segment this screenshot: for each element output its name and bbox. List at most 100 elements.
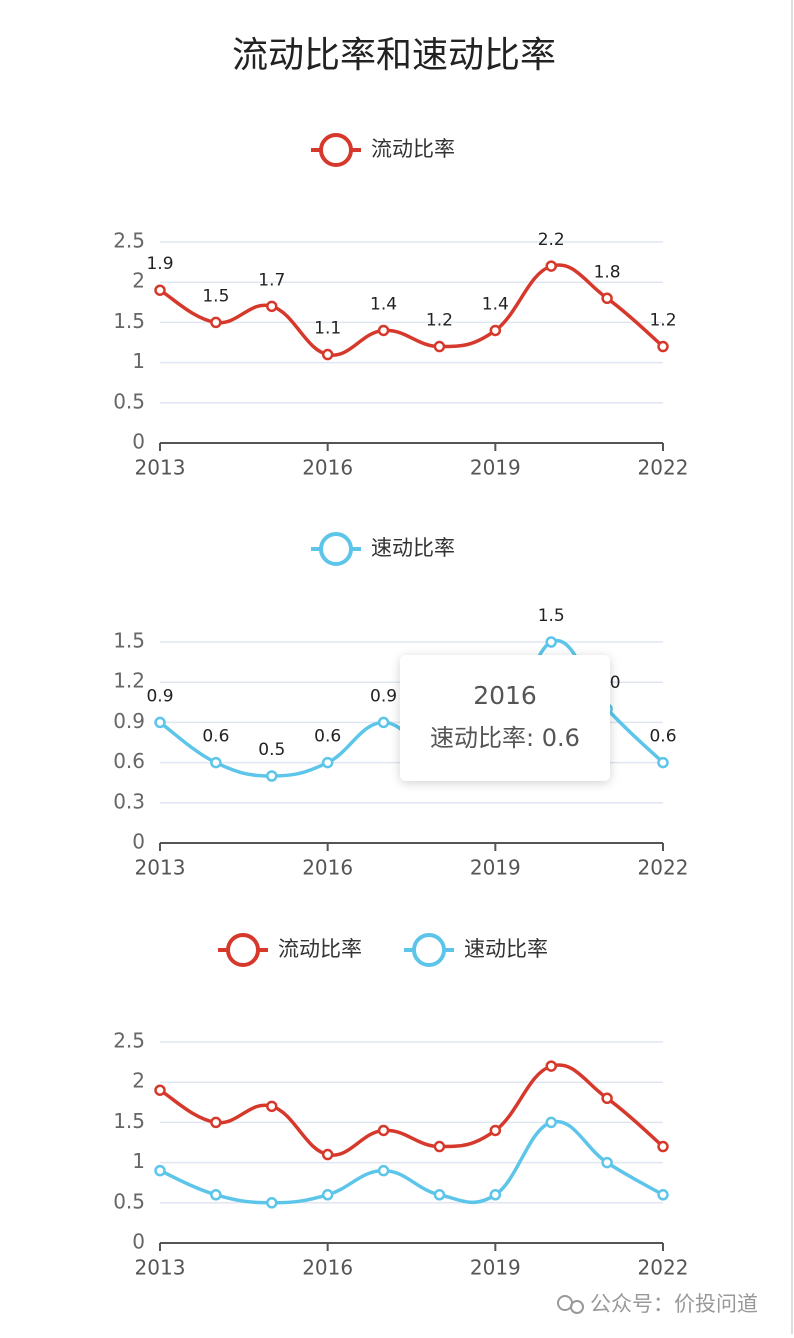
x-tick-label: 2016 xyxy=(302,456,353,480)
point xyxy=(489,1189,502,1201)
x-tick-label: 2019 xyxy=(470,456,521,480)
data-label: 1.5 xyxy=(202,286,229,306)
point xyxy=(210,756,222,769)
watermark: 公众号：价投问道 xyxy=(557,1292,758,1316)
point xyxy=(377,1124,390,1137)
legend-label: 速动比率 xyxy=(371,536,455,560)
series-line xyxy=(159,1119,664,1205)
point xyxy=(433,340,446,353)
data-label: 1.4 xyxy=(482,294,509,314)
point xyxy=(657,756,669,769)
legend-label: 速动比率 xyxy=(464,937,548,961)
y-tick-label: 1 xyxy=(132,349,145,373)
point xyxy=(154,716,166,729)
x-tick-label: 2013 xyxy=(135,1256,186,1280)
y-tick-label: 1.5 xyxy=(113,309,145,333)
point xyxy=(210,316,222,329)
watermark-text: 公众号：价投问道 xyxy=(590,1292,758,1316)
y-tick-label: 1.5 xyxy=(113,1109,145,1133)
legend-item: 流动比率 xyxy=(311,133,455,167)
legend-item: 速动比率 xyxy=(311,532,455,566)
page-title: 流动比率和速动比率 xyxy=(232,35,556,76)
x-tick-label: 2013 xyxy=(135,856,186,880)
data-label: 2.2 xyxy=(538,230,565,250)
point xyxy=(601,1156,613,1169)
chart: 流动比率 0 0.5 1 1.5 2 2.5 2013 2016 2019 2022 1.9 1.5 1.… xyxy=(113,133,688,480)
y-tick-label: 1 xyxy=(132,1149,145,1173)
point xyxy=(154,1084,166,1096)
y-tick-label: 0.5 xyxy=(113,1189,145,1213)
point xyxy=(154,284,166,296)
y-tick-label: 1.2 xyxy=(113,669,145,693)
legend-item: 速动比率 xyxy=(404,933,548,967)
data-label: 1.1 xyxy=(314,319,341,339)
y-tick-label: 0 xyxy=(132,830,145,854)
tooltip: 2016 速动比率: 0.6 xyxy=(400,655,610,781)
y-tick-label: 2 xyxy=(132,269,145,293)
y-tick-label: 0.3 xyxy=(113,789,145,813)
point xyxy=(545,1060,557,1072)
y-tick-label: 0.5 xyxy=(113,389,145,413)
point xyxy=(545,260,557,272)
point xyxy=(657,1189,669,1201)
y-tick-label: 0 xyxy=(132,430,145,454)
point xyxy=(321,1189,334,1201)
x-tick-label: 2016 xyxy=(302,1256,353,1280)
point xyxy=(545,636,557,648)
legend-label: 流动比率 xyxy=(371,137,455,161)
point xyxy=(154,1164,166,1177)
data-label: 0.9 xyxy=(370,686,397,706)
data-label: 1.9 xyxy=(146,254,173,274)
point xyxy=(489,324,502,337)
point xyxy=(210,1189,222,1201)
legend-item: 流动比率 xyxy=(218,933,362,967)
data-label: 1.5 xyxy=(538,606,565,626)
y-tick-label: 2.5 xyxy=(113,1029,145,1053)
data-label: 1.4 xyxy=(370,294,397,314)
point xyxy=(657,340,669,353)
legend-marker xyxy=(412,933,446,967)
data-label: 0.6 xyxy=(202,727,229,747)
point xyxy=(489,1124,502,1137)
point xyxy=(433,1140,446,1153)
data-label: 0.9 xyxy=(146,686,173,706)
series-line xyxy=(159,1063,665,1157)
y-tick-label: 2 xyxy=(132,1069,145,1093)
x-tick-label: 2022 xyxy=(638,856,689,880)
tooltip-text: 速动比率: 0.6 xyxy=(430,724,580,752)
x-tick-label: 2019 xyxy=(470,856,521,880)
y-tick-label: 1.5 xyxy=(113,629,145,653)
data-label: 1.2 xyxy=(649,311,676,331)
y-tick-label: 0 xyxy=(132,1230,145,1254)
point xyxy=(266,770,278,782)
point xyxy=(601,1092,613,1105)
x-tick-label: 2016 xyxy=(302,856,353,880)
point xyxy=(657,1140,669,1153)
point xyxy=(266,300,278,313)
y-tick-label: 0.6 xyxy=(113,749,145,773)
legend-marker xyxy=(319,133,353,167)
data-label: 0.6 xyxy=(649,727,676,747)
tooltip-box xyxy=(400,655,610,781)
series-line xyxy=(159,263,665,357)
point xyxy=(377,1164,390,1177)
point xyxy=(266,1100,278,1113)
point xyxy=(266,1197,278,1209)
legend-label: 流动比率 xyxy=(278,937,362,961)
data-label: 1.7 xyxy=(258,270,285,290)
tooltip-title: 2016 xyxy=(473,681,537,710)
y-tick-label: 2.5 xyxy=(113,229,145,253)
chart: 流动比率 速动比率 0 0.5 1 1.5 2 2.5 2013 2016 2019 2022 xyxy=(113,933,688,1280)
legend-marker xyxy=(226,933,260,967)
data-label: 1.8 xyxy=(594,262,621,282)
point xyxy=(433,1189,446,1201)
point xyxy=(210,1116,222,1129)
point xyxy=(377,324,390,337)
point xyxy=(321,756,334,769)
point xyxy=(321,1148,334,1161)
legend-marker xyxy=(319,532,353,566)
data-label: 0.6 xyxy=(314,727,341,747)
x-tick-label: 2019 xyxy=(470,1256,521,1280)
